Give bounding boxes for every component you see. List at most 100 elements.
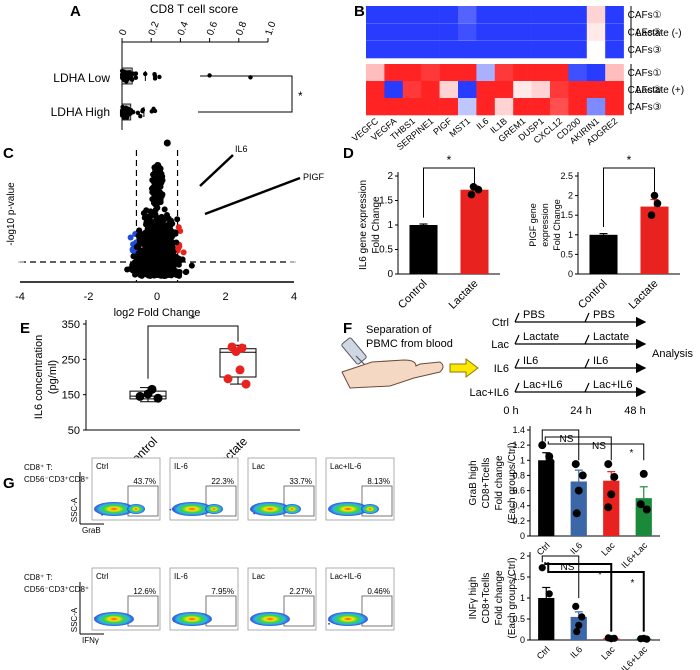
y-tick-label: 150	[62, 390, 80, 402]
heatmap-cell	[568, 64, 588, 82]
x-tick-label: -4	[15, 291, 25, 303]
category-label: Ctrl	[535, 644, 552, 661]
treatment-label-2: Lactate	[593, 331, 629, 343]
data-point	[545, 590, 553, 598]
y-axis-label: Fold change	[494, 455, 505, 510]
row-label: CAFs①	[628, 68, 662, 79]
x-tick-label: -2	[84, 291, 94, 303]
heatmap-cell	[550, 98, 569, 116]
category-label: IL6+Lac	[619, 644, 649, 670]
treatment-label-1: PBS	[523, 309, 545, 321]
flow-density	[172, 502, 212, 516]
row-label: CAFs③	[628, 102, 662, 113]
panel-a-title: CD8 T cell score	[150, 2, 239, 16]
flow-density	[127, 504, 145, 514]
data-point	[647, 211, 656, 219]
heatmap-cell	[458, 98, 477, 116]
row-label: CAFs②	[628, 85, 662, 96]
data-point	[639, 469, 648, 478]
heatmap-cell	[366, 23, 385, 41]
ssc-label: SSC-A	[70, 607, 79, 632]
volcano-point	[159, 191, 166, 198]
category-label: IL6+Lac	[619, 540, 649, 570]
data-point	[546, 457, 555, 466]
heatmap-cell	[586, 6, 606, 24]
volcano-point	[175, 224, 182, 231]
gate-box	[361, 595, 393, 627]
flow-density	[328, 612, 368, 626]
x-tick-label: 0	[154, 291, 160, 303]
data-point	[574, 486, 583, 495]
il6-bar-chart: 0 0.5 1 1.5 2 IL6 gene expression Fold Change C…	[358, 153, 500, 312]
heatmap-cell	[402, 81, 422, 99]
data-point	[127, 69, 132, 75]
heatmap-cell	[605, 23, 624, 41]
volcano-point	[152, 206, 159, 213]
heatmap-cell	[494, 64, 514, 82]
heatmap-cell	[402, 23, 422, 41]
heatmap-cell	[513, 64, 532, 82]
heatmap-cell	[366, 81, 385, 99]
significance-star: *	[447, 153, 452, 167]
panel-d-letter: D	[343, 145, 354, 162]
gene-label: MST1	[447, 116, 472, 139]
category-label: IL6	[568, 644, 584, 660]
heatmap-cell	[550, 81, 569, 99]
y-tick-label: 0	[568, 269, 573, 279]
data-point	[138, 113, 143, 119]
y-tick-label: 1.5	[560, 210, 573, 220]
volcano-point	[180, 249, 187, 256]
heatmap-cell	[421, 6, 440, 24]
heatmap-cell	[568, 98, 588, 116]
heatmap-cell	[513, 23, 532, 41]
heatmap-cell	[458, 81, 477, 99]
flow-event	[328, 622, 330, 625]
data-point	[467, 190, 476, 199]
y-tick-label: 0	[387, 269, 393, 280]
heatmap-cell	[605, 81, 624, 99]
heatmap-cell	[439, 98, 459, 116]
heatmap-cell	[568, 81, 588, 99]
heatmap-cell	[513, 81, 532, 99]
row1-label-b: CD56⁻CD3⁺CD8⁺	[24, 475, 89, 484]
flow-density	[250, 612, 290, 626]
volcano-point	[136, 232, 143, 239]
gate-percent: 12.6%	[133, 587, 156, 596]
heatmap-cell	[550, 23, 569, 41]
panel-c-letter: C	[3, 145, 14, 162]
volcano-point	[179, 256, 186, 263]
y-tick-label: 0	[520, 635, 525, 645]
gene-label: IL6	[475, 116, 491, 132]
flow-density	[250, 502, 290, 516]
flow-plot-title: Lac	[252, 572, 265, 581]
heatmap-cell	[439, 23, 459, 41]
heatmap-cell	[421, 81, 440, 99]
y-tick-label: 1	[387, 220, 393, 231]
heatmap-cell	[550, 6, 569, 24]
separation-text-2: PBMC from blood	[366, 338, 453, 350]
category-label: Lactate	[627, 278, 661, 312]
treatment-tick	[514, 358, 520, 369]
data-point	[653, 199, 662, 208]
gate-percent: 7.95%	[211, 587, 234, 596]
data-point-lactate	[241, 379, 251, 389]
heatmap-cell	[605, 41, 624, 59]
y-axis-label: Fold Change	[552, 199, 562, 251]
heatmap-cell	[494, 6, 514, 24]
data-point	[636, 500, 645, 509]
volcano-point	[175, 245, 182, 252]
treatment-label-1: Lac+IL6	[523, 379, 562, 391]
heatmap-cell	[586, 64, 606, 82]
bar-il6	[570, 481, 587, 536]
heatmap-cell	[476, 6, 496, 24]
heatmap-cell	[476, 41, 496, 59]
heatmap-cell	[586, 98, 606, 116]
volcano-point	[188, 262, 195, 269]
significance-bracket	[603, 167, 655, 227]
heatmap-cell	[531, 23, 551, 41]
data-point	[131, 71, 136, 76]
volcano-point	[127, 234, 134, 241]
volcano-point	[136, 239, 143, 246]
heatmap	[366, 6, 624, 116]
